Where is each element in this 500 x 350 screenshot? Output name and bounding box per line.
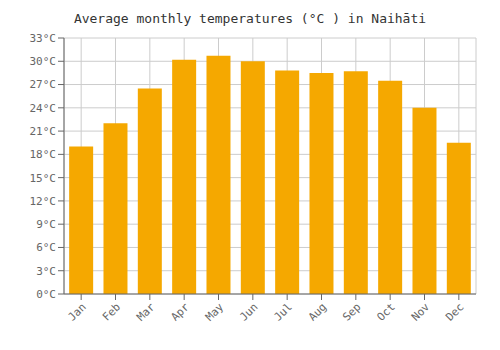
svg-text:21°C: 21°C [30, 125, 57, 138]
svg-text:33°C: 33°C [30, 32, 57, 45]
svg-text:Apr: Apr [169, 300, 193, 324]
svg-text:3°C: 3°C [36, 265, 56, 278]
svg-text:15°C: 15°C [30, 172, 57, 185]
svg-text:May: May [203, 300, 227, 324]
svg-text:Jan: Jan [66, 300, 89, 323]
svg-text:30°C: 30°C [30, 55, 57, 68]
svg-text:Mar: Mar [134, 300, 158, 324]
svg-text:6°C: 6°C [36, 241, 56, 254]
svg-text:0°C: 0°C [36, 288, 56, 301]
svg-text:9°C: 9°C [36, 218, 56, 231]
svg-text:Oct: Oct [375, 300, 398, 323]
svg-text:Sep: Sep [340, 300, 363, 323]
html-text:Average monthly temperatures (: Average monthly temperatures (°C ) in Na… [73, 11, 427, 26]
svg-text:Aug: Aug [306, 300, 329, 323]
svg-text:Jul: Jul [272, 300, 295, 323]
svg-text:Nov: Nov [409, 300, 433, 324]
svg-text:24°C: 24°C [30, 102, 57, 115]
svg-text:Jun: Jun [237, 300, 260, 323]
svg-text:27°C: 27°C [30, 78, 57, 91]
svg-text:Feb: Feb [100, 300, 123, 323]
svg-text:Dec: Dec [443, 300, 466, 323]
svg-text:18°C: 18°C [30, 148, 57, 161]
svg-text:12°C: 12°C [30, 195, 57, 208]
